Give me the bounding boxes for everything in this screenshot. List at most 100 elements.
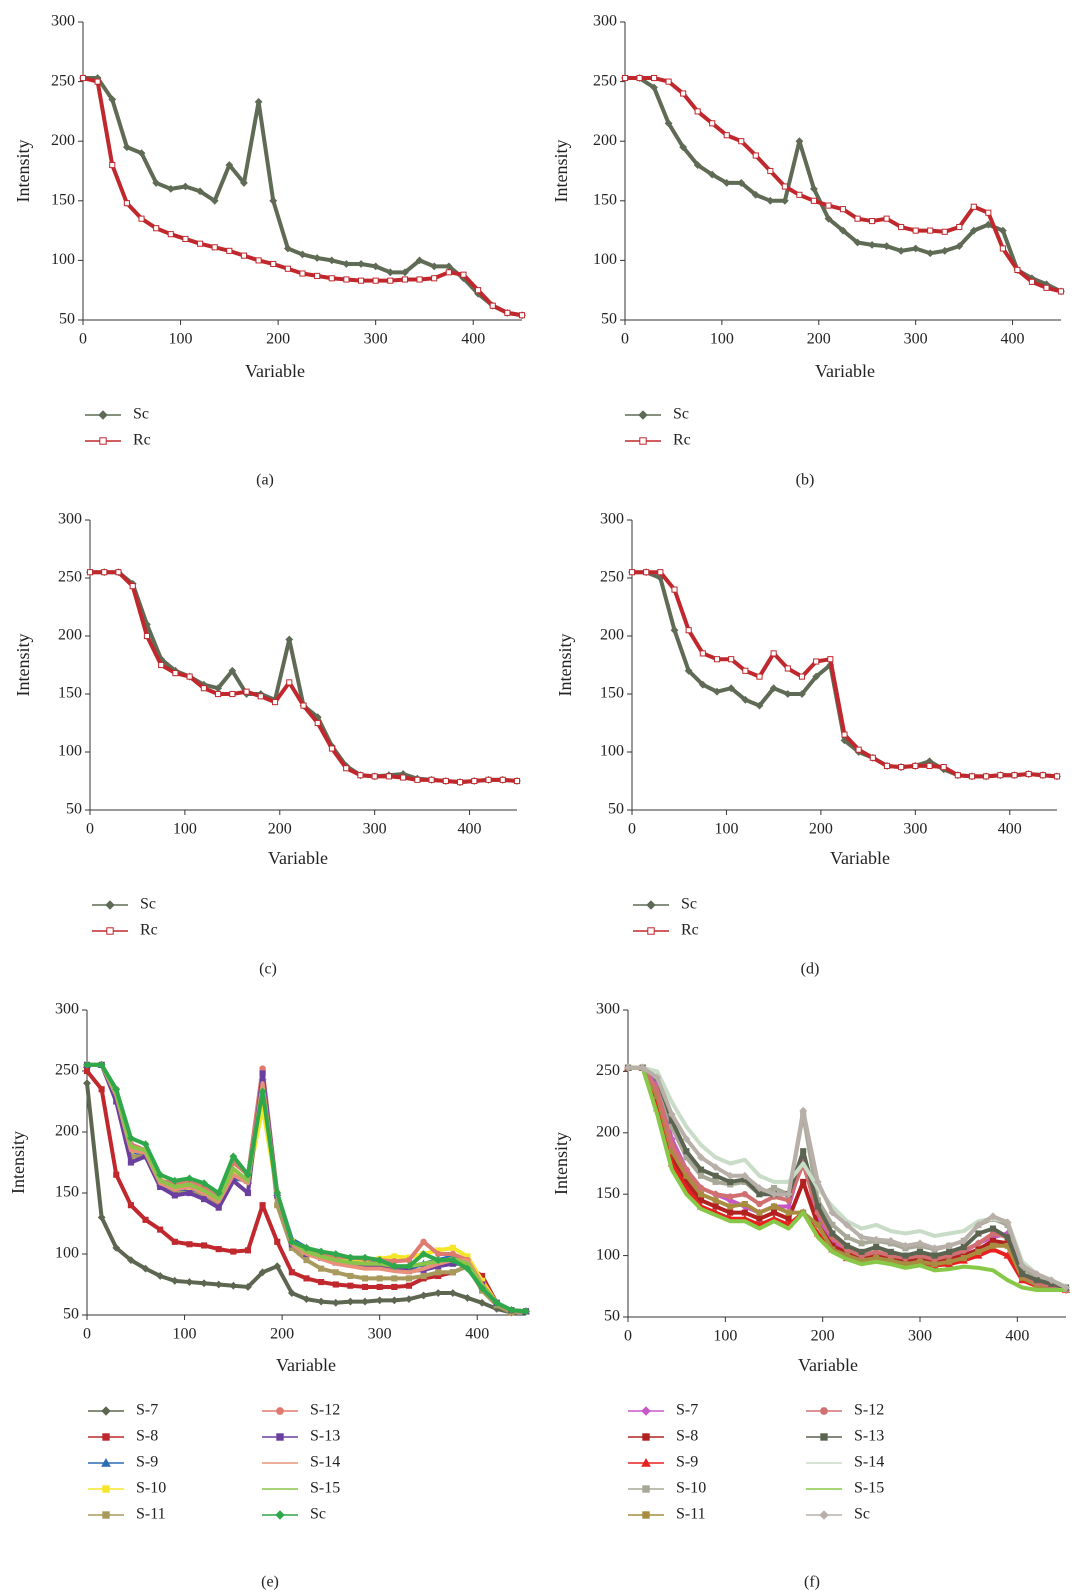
x-tick-label: 300 [363, 821, 387, 838]
y-tick-label: 250 [596, 1062, 620, 1079]
x-tick-label: 400 [998, 821, 1022, 838]
y-tick-label: 150 [600, 685, 624, 702]
legend-label: S-14 [310, 1454, 340, 1471]
data-point [101, 569, 108, 576]
data-point [898, 764, 905, 771]
data-point [303, 1257, 310, 1264]
data-point [361, 1253, 369, 1262]
data-point [435, 1269, 442, 1276]
data-point [927, 227, 934, 234]
data-point [970, 203, 977, 210]
y-tick-label: 300 [593, 13, 617, 30]
data-point [420, 1238, 427, 1246]
data-point [152, 179, 161, 187]
y-tick-label: 200 [593, 132, 617, 149]
data-point [244, 1170, 252, 1179]
x-tick-label: 400 [458, 821, 482, 838]
y-tick-label: 250 [58, 569, 82, 586]
data-point [215, 1246, 222, 1253]
data-point [357, 260, 365, 268]
data-point [156, 1272, 165, 1280]
data-point [371, 262, 380, 271]
y-tick-label: 50 [608, 801, 624, 818]
legend-marker [642, 1485, 650, 1493]
data-point [141, 1140, 150, 1149]
data-point [229, 690, 236, 698]
data-point [347, 1282, 354, 1289]
y-tick-label: 100 [596, 1246, 620, 1263]
data-point [83, 1079, 91, 1088]
data-point [298, 250, 307, 259]
x-tick-label: 400 [465, 1326, 489, 1343]
data-point [273, 1189, 282, 1197]
legend-label: S-9 [136, 1454, 158, 1471]
data-point [108, 95, 117, 104]
y-tick-label: 150 [51, 191, 75, 208]
data-point [405, 1256, 413, 1264]
data-point [170, 1276, 179, 1285]
data-point [723, 132, 730, 139]
data-point [478, 1284, 487, 1293]
data-point [738, 138, 745, 145]
data-point [624, 1063, 632, 1072]
data-point [142, 1216, 149, 1223]
data-point [955, 242, 964, 251]
data-point [86, 569, 94, 576]
data-point [984, 220, 993, 229]
y-tick-label: 100 [593, 251, 617, 268]
data-point [713, 687, 721, 696]
data-point [460, 271, 467, 278]
x-tick-label: 100 [173, 821, 197, 838]
data-point [361, 1297, 369, 1306]
x-tick-label: 200 [268, 821, 292, 838]
data-point [83, 1067, 91, 1075]
legend-label: S-10 [136, 1480, 166, 1497]
legend-marker [819, 1510, 829, 1520]
x-tick-label: 300 [364, 331, 388, 348]
data-point [916, 1239, 924, 1248]
data-point [113, 1171, 120, 1178]
data-point [712, 1203, 719, 1210]
x-tick-label: 0 [628, 821, 636, 838]
data-point [83, 1060, 91, 1069]
data-point [449, 1244, 456, 1251]
data-point [737, 179, 746, 187]
data-point [668, 1141, 676, 1149]
data-point [868, 240, 876, 249]
data-point [755, 701, 764, 710]
data-point [391, 1275, 398, 1282]
data-point [274, 1238, 281, 1245]
legend-marker [98, 410, 108, 420]
data-point [244, 1247, 252, 1254]
data-point [1014, 266, 1021, 273]
data-point [709, 120, 716, 127]
data-point [431, 275, 438, 282]
data-point [331, 1298, 340, 1307]
data-point [109, 161, 116, 169]
legend-label: Sc [133, 406, 149, 423]
data-point [974, 1220, 983, 1229]
data-point [727, 1209, 734, 1216]
data-point [287, 1289, 296, 1297]
panel-label: (e) [261, 1574, 279, 1591]
x-tick-label: 200 [807, 331, 831, 348]
data-point [448, 1289, 457, 1297]
data-point [770, 1203, 778, 1210]
data-point [858, 1248, 865, 1255]
data-point [387, 277, 394, 284]
data-point [843, 1234, 851, 1241]
data-point [471, 777, 478, 785]
data-point [741, 1200, 748, 1208]
data-point [727, 1178, 734, 1185]
x-tick-label: 300 [904, 331, 928, 348]
data-point [372, 277, 379, 284]
data-point [196, 187, 204, 196]
data-point [449, 1269, 456, 1276]
legend-label: S-7 [676, 1402, 698, 1419]
y-tick-label: 300 [596, 1001, 620, 1018]
data-point [401, 268, 409, 277]
data-point [756, 1209, 763, 1216]
data-point [210, 196, 219, 205]
data-point [726, 1193, 734, 1200]
